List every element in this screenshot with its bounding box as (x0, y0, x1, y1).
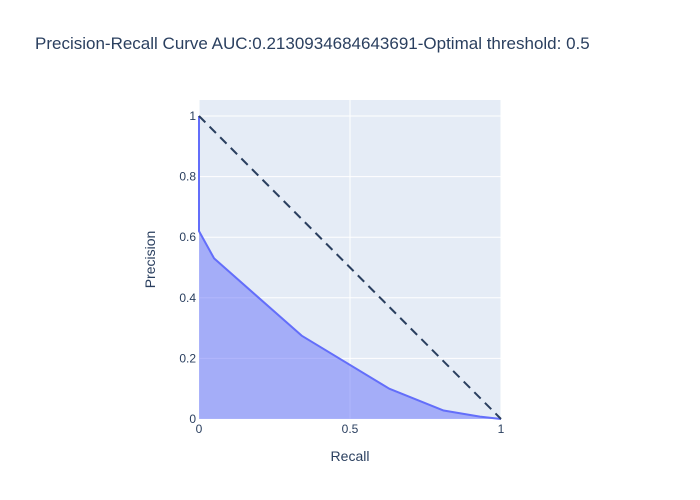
y-tick-label-3: 0.6 (179, 230, 196, 244)
y-tick-label-5: 1 (189, 109, 196, 123)
y-tick-label-4: 0.8 (179, 170, 196, 184)
x-axis-title: Recall (331, 448, 370, 464)
chart-title: Precision-Recall Curve AUC:0.21309346846… (35, 34, 590, 53)
pr-curve-area (199, 116, 501, 419)
x-tick-label-1: 0.5 (342, 422, 359, 436)
pr-curve-line (198, 116, 502, 420)
tick-labels: 0 0.5 1 0 0.2 0.4 0.6 0.8 1 (179, 109, 504, 436)
x-tick-label-0: 0 (196, 422, 203, 436)
y-axis-title: Precision (142, 231, 158, 289)
reference-diagonal-line (198, 115, 502, 420)
y-tick-label-2: 0.4 (179, 291, 196, 305)
x-tick-label-2: 1 (498, 422, 505, 436)
y-tick-label-0: 0 (189, 412, 196, 426)
series-layer (198, 115, 502, 420)
y-tick-label-1: 0.2 (179, 351, 196, 365)
